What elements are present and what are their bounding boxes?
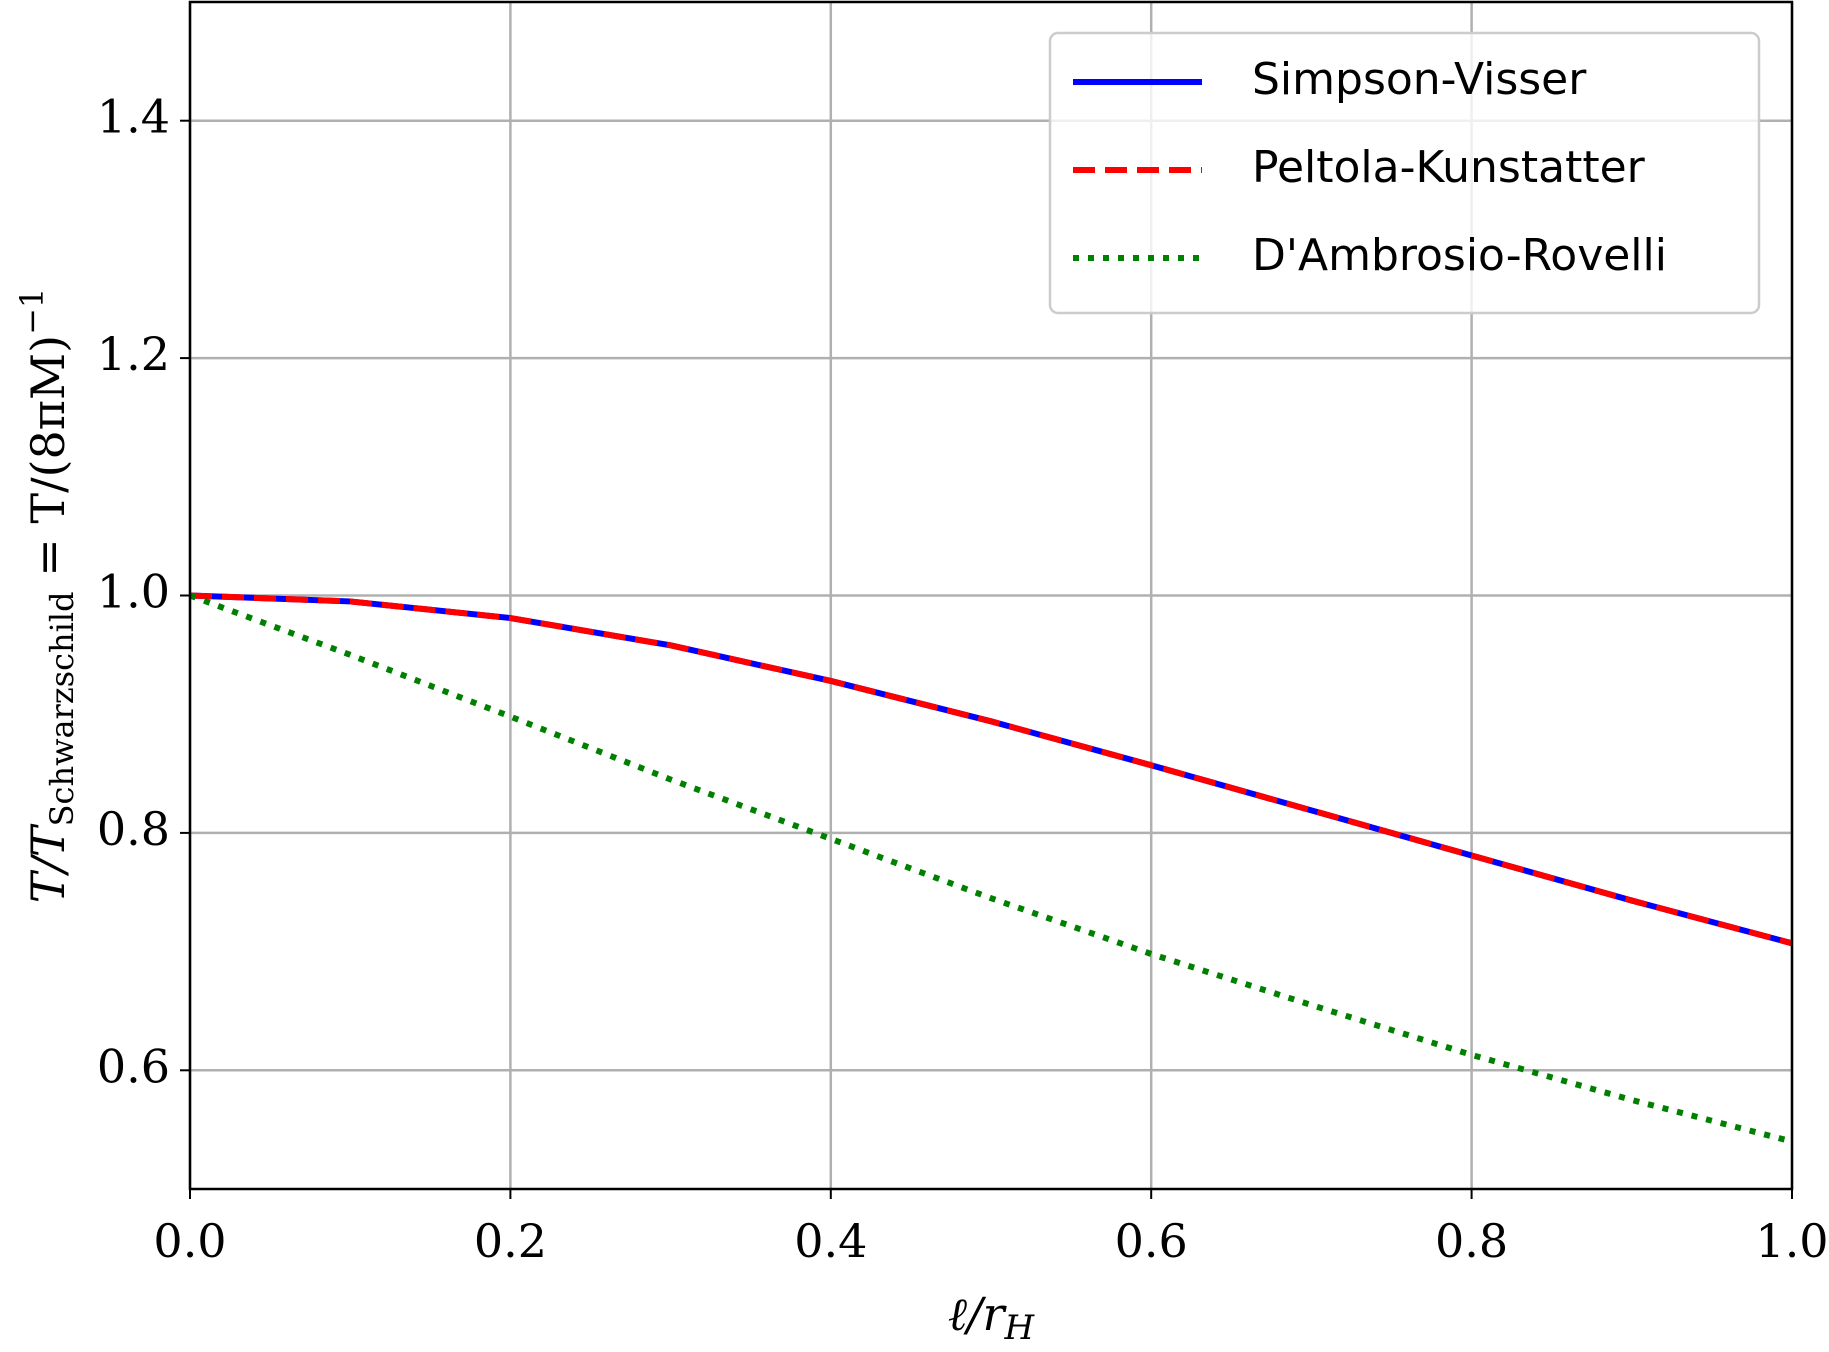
y-tick-label: 1.2 (97, 327, 170, 381)
x-tick-label: 0.6 (1115, 1214, 1188, 1268)
y-tick-label: 0.8 (97, 802, 170, 856)
y-tick-label: 1.4 (97, 90, 170, 144)
y-axis-label-part: = T/(8πM) (21, 335, 75, 591)
legend-box (1048, 31, 1761, 315)
x-axis-label: ℓ/rH (948, 1287, 1036, 1348)
y-axis-label: T/TSchwarzschild = T/(8πM)−1 (13, 288, 81, 904)
series-line (189, 592, 1793, 947)
y-tick-label: 0.6 (97, 1039, 170, 1093)
plot-frame (188, 0, 1794, 1191)
series-line (189, 592, 1793, 947)
x-tick-label: 0.0 (153, 1214, 226, 1268)
y-axis-label-part: T/T (21, 823, 75, 903)
x-tick-label: 1.0 (1755, 1214, 1828, 1268)
legend-label: D'Ambrosio-Rovelli (1252, 230, 1667, 281)
legend: Simpson-Visser Peltola-Kunstatter D'Ambros… (1048, 31, 1761, 315)
legend-label: Simpson-Visser (1252, 54, 1587, 105)
x-tick-label: 0.4 (794, 1214, 867, 1268)
y-tick-label: 1.0 (97, 565, 170, 619)
x-tick-label: 0.2 (474, 1214, 547, 1268)
y-axis-label-sup: −1 (13, 288, 51, 335)
x-tick-label: 0.8 (1435, 1214, 1508, 1268)
x-axis-label-sub: H (1004, 1308, 1036, 1348)
x-axis-label-part: ℓ/r (948, 1287, 1008, 1341)
y-axis-label-sub: Schwarzschild (43, 591, 81, 826)
series-line (188, 592, 1793, 1145)
legend-label: Peltola-Kunstatter (1252, 142, 1646, 193)
